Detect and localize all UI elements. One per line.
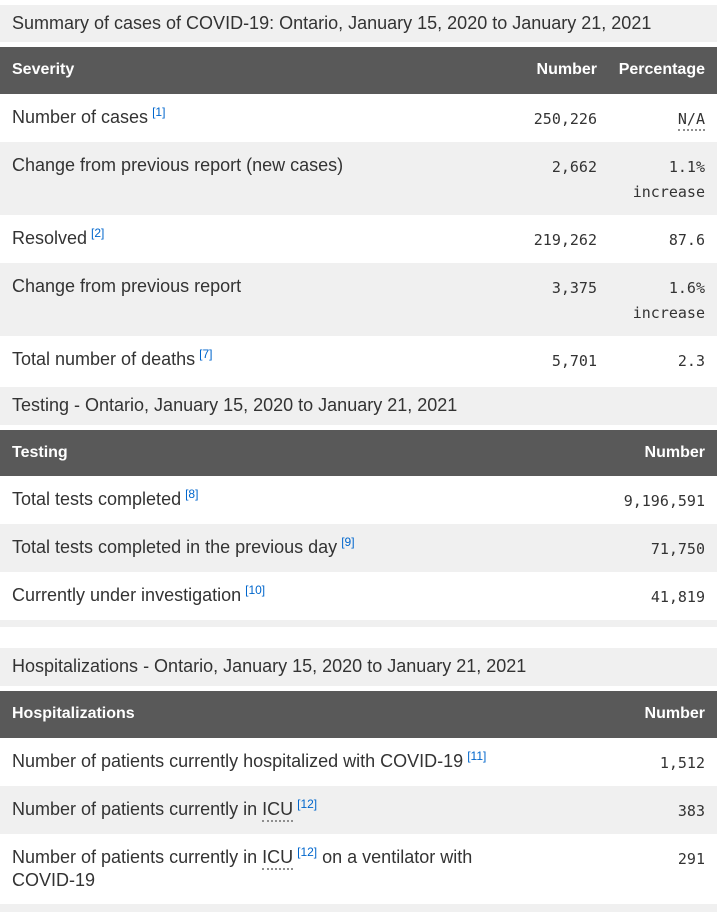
column-header-number: Number	[545, 429, 717, 477]
row-label-cell: Number of patients currently in ICU [12] …	[0, 834, 545, 905]
table-caption-testing: Testing - Ontario, January 15, 2020 to J…	[0, 387, 717, 425]
table-caption-summary: Summary of cases of COVID-19: Ontario, J…	[0, 5, 717, 43]
table-caption-hospitalizations: Hospitalizations - Ontario, January 15, …	[0, 648, 717, 686]
table-row: Change from previous report 3,375 1.6% in…	[0, 263, 717, 337]
percentage-direction: increase	[632, 304, 705, 323]
row-label-cell: Total tests completed [8]	[0, 476, 545, 524]
column-header-hospitalizations: Hospitalizations	[0, 690, 545, 738]
footnote-link[interactable]: [2]	[91, 226, 105, 241]
row-label-text: Number of patients currently hospitalize…	[12, 750, 464, 771]
testing-section: Testing - Ontario, January 15, 2020 to J…	[0, 387, 717, 628]
table-row: Total number of deaths [7] 5,701 2.3	[0, 336, 717, 385]
row-divider	[0, 904, 717, 912]
number-cell: 1,512	[659, 753, 705, 772]
table-row: Number of patients currently in ICU [12] …	[0, 785, 717, 834]
percentage-value: 1.1%	[668, 158, 705, 177]
number-cell: 9,196,591	[623, 492, 705, 511]
abbreviation-icu: ICU	[262, 846, 294, 870]
column-header-number: Number	[545, 690, 717, 738]
percentage-value: N/A	[677, 110, 705, 132]
row-label-text: Total tests completed in the previous da…	[12, 537, 338, 558]
percentage-cell: 2.3	[597, 336, 717, 384]
number-cell: 71,750	[650, 540, 705, 559]
row-label-text: Number of patients currently in	[12, 798, 263, 819]
abbreviation-icu: ICU	[262, 798, 294, 822]
row-label-cell: Number of patients currently hospitalize…	[0, 738, 545, 786]
row-label-cell: Number of cases [1]	[0, 94, 458, 142]
footnote-link[interactable]: [10]	[245, 583, 266, 598]
header-row: Hospitalizations Number	[0, 690, 717, 738]
table-row: Total tests completed in the previous da…	[0, 524, 717, 573]
number-cell: 291	[677, 849, 705, 868]
row-label-cell: Resolved [2]	[0, 215, 458, 263]
number-cell: 3,375	[551, 279, 597, 298]
table-row: Number of patients currently in ICU [12] …	[0, 833, 717, 905]
table-row: Change from previous report (new cases) …	[0, 142, 717, 216]
footnote-link[interactable]: [1]	[152, 105, 166, 120]
row-label-cell: Change from previous report	[0, 263, 458, 336]
number-cell: 41,819	[650, 588, 705, 607]
percentage-value: 2.3	[677, 352, 705, 371]
row-divider	[0, 620, 717, 628]
header-row: Severity Number Percentage	[0, 47, 717, 95]
column-header-severity: Severity	[0, 47, 458, 95]
row-label-cell: Change from previous report (new cases)	[0, 142, 458, 215]
percentage-cell: 1.6% increase	[597, 263, 717, 336]
row-label-cell: Number of patients currently in ICU [12]	[0, 786, 545, 834]
row-label-text: Resolved	[12, 228, 88, 249]
table-row: Resolved [2] 219,262 87.6	[0, 215, 717, 264]
row-label-cell: Total number of deaths [7]	[0, 336, 458, 384]
footnote-link[interactable]: [8]	[185, 487, 199, 502]
hospitalizations-table: Hospitalizations Number Number of patien…	[0, 690, 717, 905]
column-header-percentage: Percentage	[597, 47, 717, 95]
summary-table: Severity Number Percentage Number of cas…	[0, 47, 717, 385]
number-cell: 219,262	[533, 231, 597, 250]
number-cell: 383	[677, 801, 705, 820]
section-gap	[0, 627, 717, 645]
percentage-value: 1.6%	[668, 279, 705, 298]
table-row: Number of patients currently hospitalize…	[0, 737, 717, 786]
percentage-cell: N/A	[597, 94, 717, 142]
row-label-text: Change from previous report	[12, 276, 242, 297]
number-cell: 2,662	[551, 158, 597, 177]
row-label-text: Currently under investigation	[12, 585, 242, 606]
footnote-link[interactable]: [12]	[297, 844, 318, 859]
table-row: Total tests completed [8] 9,196,591	[0, 476, 717, 525]
percentage-cell: 87.6	[597, 215, 717, 263]
percentage-cell: 1.1% increase	[597, 142, 717, 215]
column-header-testing: Testing	[0, 429, 545, 477]
number-cell: 250,226	[533, 110, 597, 129]
row-label-text: Total number of deaths	[12, 349, 196, 370]
percentage-value: 87.6	[668, 231, 705, 250]
column-header-number: Number	[458, 47, 597, 95]
table-row: Number of cases [1] 250,226 N/A	[0, 94, 717, 143]
row-label-text: Total tests completed	[12, 489, 182, 510]
hospitalizations-section: Hospitalizations - Ontario, January 15, …	[0, 648, 717, 912]
percentage-direction: increase	[632, 183, 705, 202]
footnote-link[interactable]: [7]	[199, 347, 213, 362]
footnote-link[interactable]: [11]	[467, 748, 487, 763]
testing-table: Testing Number Total tests completed [8] …	[0, 429, 717, 621]
table-row: Currently under investigation [10] 41,819	[0, 572, 717, 621]
row-label-text: Number of patients currently in	[12, 846, 263, 867]
footnote-link[interactable]: [9]	[341, 535, 355, 550]
footnote-link[interactable]: [12]	[297, 796, 318, 811]
header-row: Testing Number	[0, 429, 717, 477]
summary-section: Summary of cases of COVID-19: Ontario, J…	[0, 5, 717, 385]
number-cell: 5,701	[551, 352, 597, 371]
row-label-cell: Currently under investigation [10]	[0, 572, 545, 620]
row-label-cell: Total tests completed in the previous da…	[0, 524, 545, 572]
row-label-text: Change from previous report (new cases)	[12, 155, 344, 176]
row-label-text: Number of cases	[12, 107, 149, 128]
